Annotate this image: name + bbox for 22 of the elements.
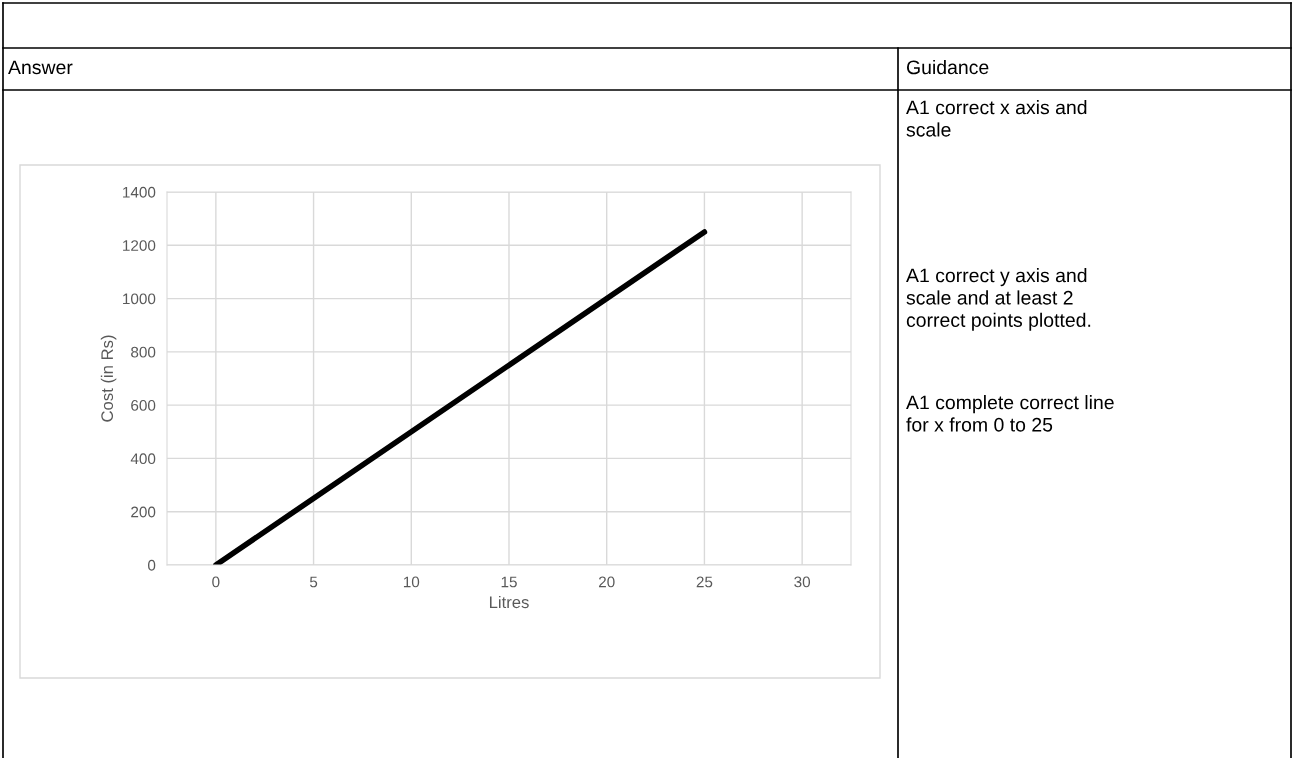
x-tick-label: 25 (696, 576, 713, 588)
x-tick-label: 20 (598, 576, 615, 588)
y-tick-label: 400 (130, 453, 156, 465)
text: Answer (8, 60, 73, 75)
y-tick-label: 800 (131, 346, 156, 358)
y-tick-label: 0 (147, 559, 156, 571)
text: Guidance (906, 59, 989, 75)
y-tick-label: 1200 (123, 240, 156, 251)
y-tick-label: 200 (131, 506, 156, 518)
x-tick-label: 10 (403, 576, 420, 588)
x-tick-label: 0 (212, 576, 220, 588)
y-tick-label: 1400 (123, 186, 156, 198)
x-tick-label: 5 (309, 576, 318, 588)
x-tick-label: 15 (501, 576, 517, 588)
x-tick-label: 30 (794, 576, 811, 588)
text: A1 complete correct line for x from 0 to 25 (906, 395, 1114, 432)
text: A1 correct x axis and scale (906, 100, 1087, 137)
x-axis-title: Litres (489, 595, 529, 609)
y-tick-label: 600 (131, 400, 156, 411)
y-tick-label: 1000 (123, 293, 156, 305)
text: A1 correct y axis and scale and at least 2 correct points plotted. (906, 268, 1091, 331)
y-axis-title: Cost (in Rs) (100, 335, 117, 422)
